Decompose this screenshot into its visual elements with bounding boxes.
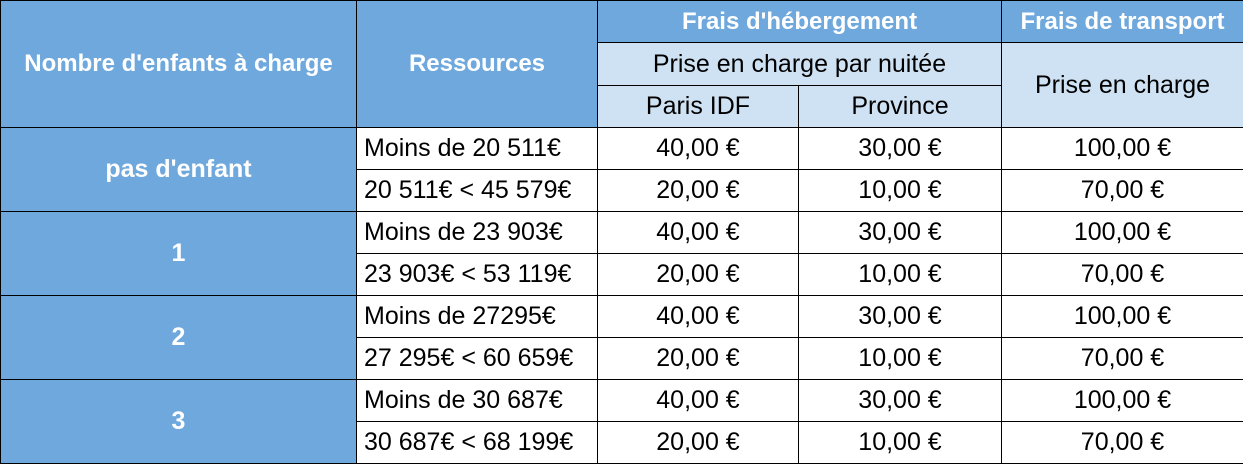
col-header-ressources: Ressources: [357, 1, 598, 128]
transport-cell: 100,00 €: [1002, 128, 1243, 170]
province-cell: 10,00 €: [799, 254, 1002, 296]
ressources-cell: 20 511€ < 45 579€: [357, 170, 598, 212]
transport-cell: 70,00 €: [1002, 422, 1243, 464]
ressources-cell: Moins de 23 903€: [357, 212, 598, 254]
paris-cell: 20,00 €: [598, 170, 799, 212]
transport-cell: 100,00 €: [1002, 296, 1243, 338]
table-row: 1 Moins de 23 903€ 40,00 € 30,00 € 100,0…: [1, 212, 1243, 254]
ressources-cell: Moins de 20 511€: [357, 128, 598, 170]
ressources-cell: Moins de 27295€: [357, 296, 598, 338]
transport-cell: 70,00 €: [1002, 338, 1243, 380]
table-row: pas d'enfant Moins de 20 511€ 40,00 € 30…: [1, 128, 1243, 170]
province-cell: 30,00 €: [799, 380, 1002, 422]
province-cell: 30,00 €: [799, 212, 1002, 254]
ressources-cell: 27 295€ < 60 659€: [357, 338, 598, 380]
paris-cell: 20,00 €: [598, 254, 799, 296]
subheader-hebergement: Prise en charge par nuitée: [598, 43, 1002, 86]
paris-cell: 40,00 €: [598, 128, 799, 170]
col-header-enfants: Nombre d'enfants à charge: [1, 1, 357, 128]
province-cell: 10,00 €: [799, 170, 1002, 212]
paris-cell: 20,00 €: [598, 338, 799, 380]
table-row: 3 Moins de 30 687€ 40,00 € 30,00 € 100,0…: [1, 380, 1243, 422]
group-label: 1: [1, 212, 357, 296]
subheader-transport: Prise en charge: [1002, 43, 1243, 128]
table-row: 2 Moins de 27295€ 40,00 € 30,00 € 100,00…: [1, 296, 1243, 338]
header-row-1: Nombre d'enfants à charge Ressources Fra…: [1, 1, 1243, 43]
col-header-paris: Paris IDF: [598, 86, 799, 128]
province-cell: 30,00 €: [799, 128, 1002, 170]
group-header-transport: Frais de transport: [1002, 1, 1243, 43]
paris-cell: 40,00 €: [598, 296, 799, 338]
group-label: 3: [1, 380, 357, 464]
col-header-province: Province: [799, 86, 1002, 128]
group-header-hebergement: Frais d'hébergement: [598, 1, 1002, 43]
transport-cell: 70,00 €: [1002, 170, 1243, 212]
ressources-cell: Moins de 30 687€: [357, 380, 598, 422]
paris-cell: 40,00 €: [598, 380, 799, 422]
province-cell: 30,00 €: [799, 296, 1002, 338]
ressources-cell: 30 687€ < 68 199€: [357, 422, 598, 464]
province-cell: 10,00 €: [799, 338, 1002, 380]
transport-cell: 100,00 €: [1002, 212, 1243, 254]
ressources-cell: 23 903€ < 53 119€: [357, 254, 598, 296]
paris-cell: 40,00 €: [598, 212, 799, 254]
transport-cell: 70,00 €: [1002, 254, 1243, 296]
group-label: 2: [1, 296, 357, 380]
group-label: pas d'enfant: [1, 128, 357, 212]
transport-cell: 100,00 €: [1002, 380, 1243, 422]
province-cell: 10,00 €: [799, 422, 1002, 464]
paris-cell: 20,00 €: [598, 422, 799, 464]
